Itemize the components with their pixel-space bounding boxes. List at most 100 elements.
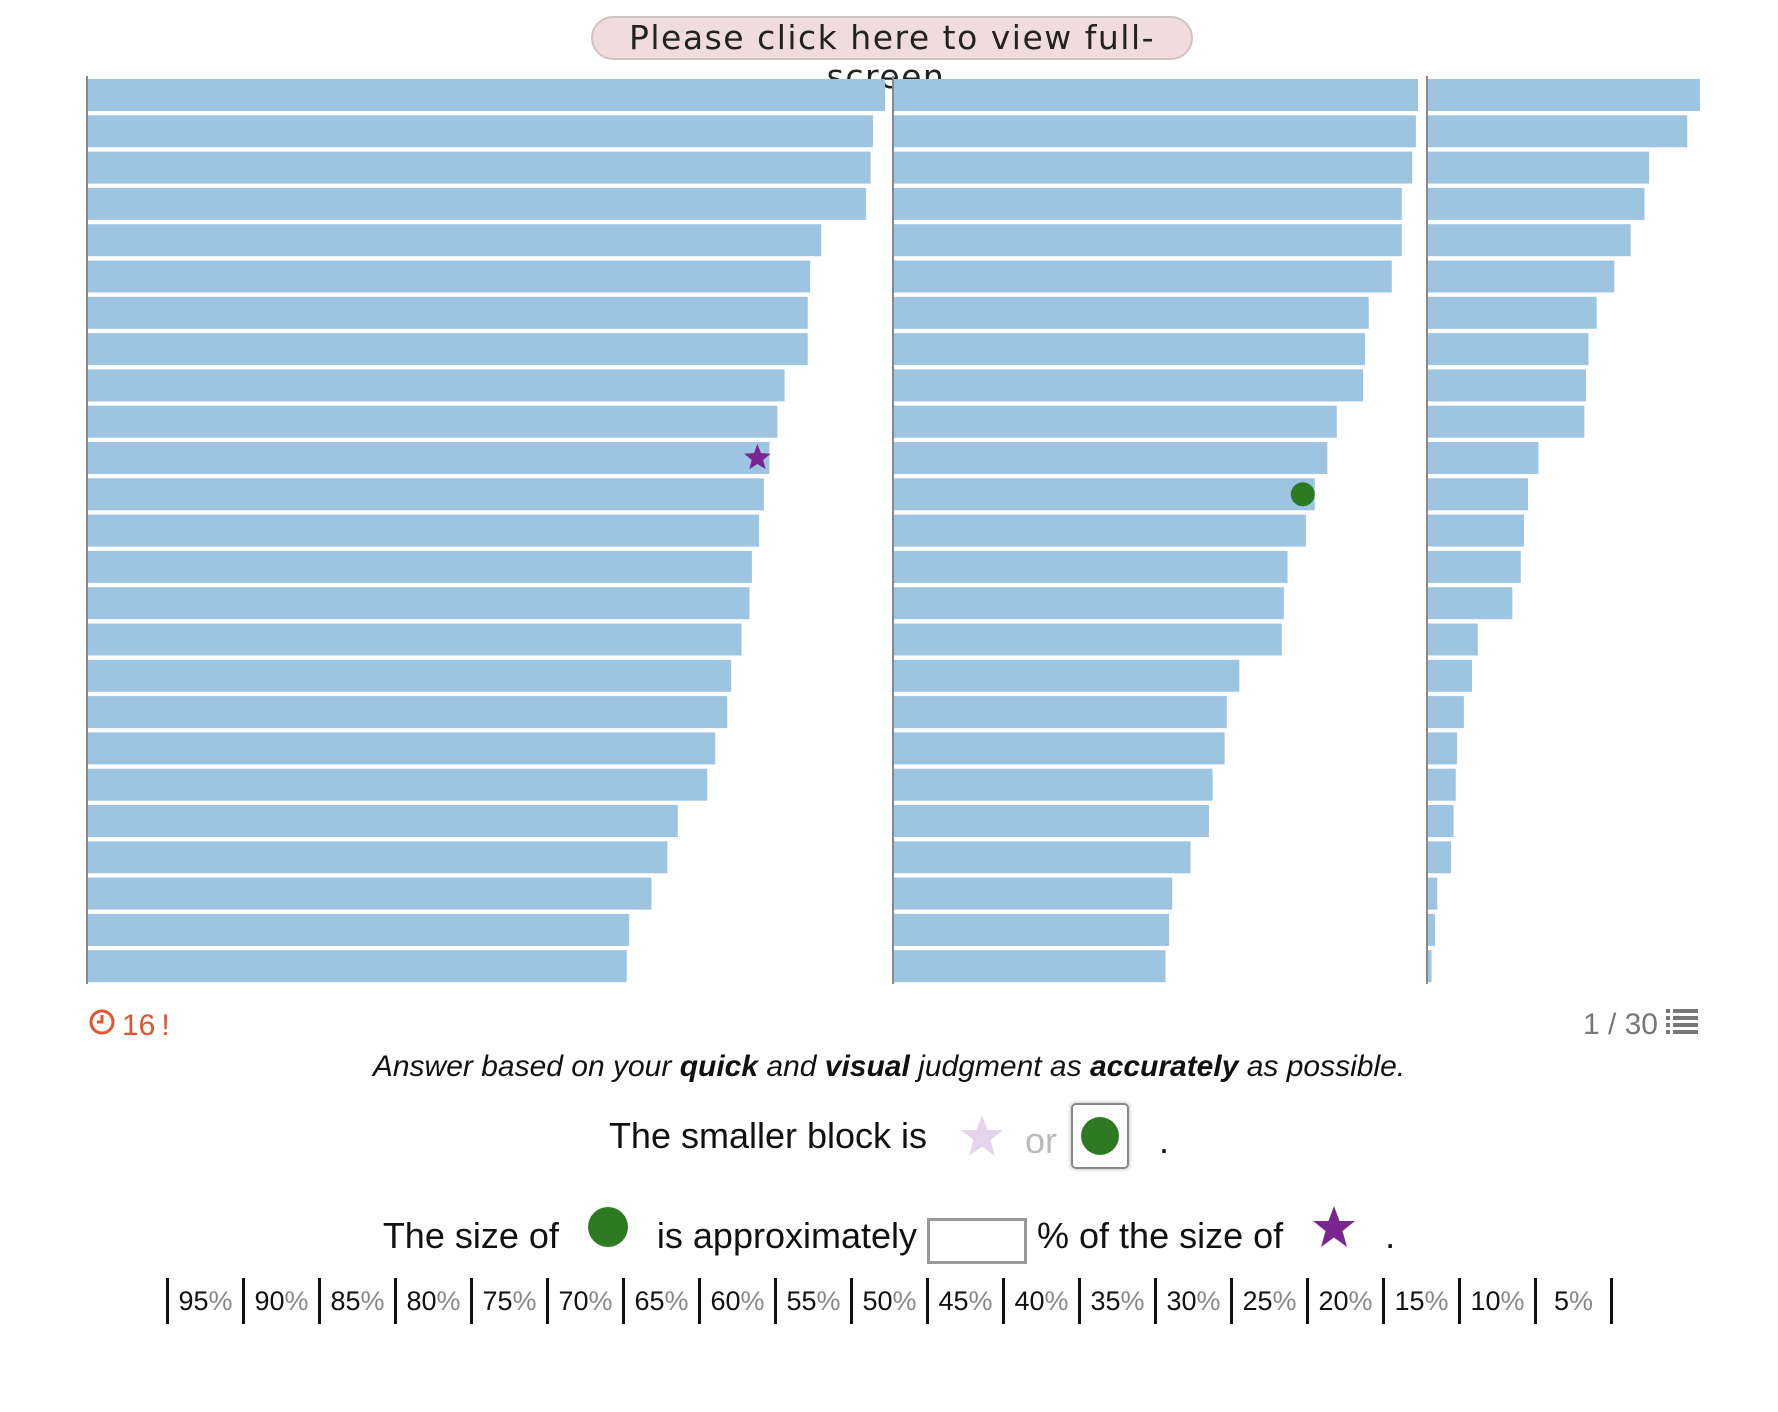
- scale-option[interactable]: 20%: [1306, 1278, 1382, 1324]
- bar: [88, 187, 866, 220]
- timer-value: 16: [122, 1009, 156, 1042]
- bar: [894, 913, 1170, 946]
- scale-option-number: 80: [406, 1285, 437, 1316]
- scale-option[interactable]: 85%: [318, 1278, 394, 1324]
- bar: [1428, 151, 1650, 184]
- scale-option[interactable]: 55%: [774, 1278, 850, 1324]
- scale-option-percent: %: [1044, 1285, 1069, 1316]
- scale-option-number: 20: [1318, 1285, 1349, 1316]
- circle-choice[interactable]: [1071, 1103, 1130, 1169]
- scale-option-percent: %: [816, 1285, 841, 1316]
- scale-option[interactable]: 40%: [1002, 1278, 1078, 1324]
- scale-option[interactable]: 90%: [242, 1278, 318, 1324]
- scale-option[interactable]: 95%: [166, 1278, 242, 1324]
- bar: [894, 550, 1288, 583]
- scale-option-percent: %: [1120, 1285, 1145, 1316]
- list-icon[interactable]: [1666, 1008, 1698, 1042]
- scale-option-percent: %: [588, 1285, 613, 1316]
- star-marker: [744, 444, 771, 470]
- scale-option[interactable]: 70%: [546, 1278, 622, 1324]
- scale-option-number: 75: [482, 1285, 513, 1316]
- scale-option-number: 60: [710, 1285, 741, 1316]
- bar: [88, 587, 750, 620]
- bar: [88, 260, 811, 293]
- bar: [1428, 768, 1456, 801]
- scale-option-number: 85: [330, 1285, 361, 1316]
- question1-prefix: The smaller block is: [608, 1115, 928, 1156]
- bar: [1428, 514, 1525, 547]
- scale-option-number: 25: [1242, 1285, 1273, 1316]
- bar: [894, 151, 1413, 184]
- bar: [1428, 732, 1458, 765]
- scale-option[interactable]: 50%: [850, 1278, 926, 1324]
- bar: [894, 587, 1284, 620]
- bar: [894, 260, 1392, 293]
- scale-option-percent: %: [360, 1285, 385, 1316]
- scale-option[interactable]: 35%: [1078, 1278, 1154, 1324]
- scale-option-number: 15: [1394, 1285, 1425, 1316]
- scale-option[interactable]: 10%: [1458, 1278, 1534, 1324]
- scale-option-number: 40: [1014, 1285, 1045, 1316]
- scale-option-percent: %: [968, 1285, 993, 1316]
- scale-option-percent: %: [1569, 1285, 1594, 1316]
- bar: [894, 296, 1369, 329]
- timer: 16 !: [88, 1008, 170, 1044]
- scale-option-percent: %: [208, 1285, 233, 1316]
- scale-option-number: 10: [1470, 1285, 1501, 1316]
- bar-chart: [86, 76, 1700, 984]
- scale-option-number: 55: [786, 1285, 817, 1316]
- scale-option-number: 90: [254, 1285, 285, 1316]
- question2-prefix: The size of: [382, 1215, 559, 1256]
- scale-option-number: 70: [558, 1285, 589, 1316]
- scale-option[interactable]: 60%: [698, 1278, 774, 1324]
- scale-option[interactable]: 45%: [926, 1278, 1002, 1324]
- bar: [1428, 550, 1521, 583]
- bar: [894, 514, 1306, 547]
- scale-option[interactable]: 80%: [394, 1278, 470, 1324]
- bar: [88, 623, 742, 656]
- bar: [894, 877, 1173, 910]
- bar: [1428, 405, 1585, 438]
- scale-option[interactable]: 15%: [1382, 1278, 1458, 1324]
- scale-option-number: 35: [1090, 1285, 1121, 1316]
- bar: [1428, 913, 1436, 946]
- bar: [88, 442, 770, 474]
- star-icon: [1313, 1206, 1356, 1247]
- scale-option-percent: %: [512, 1285, 537, 1316]
- progress-text: 1 / 30: [1582, 1008, 1658, 1041]
- circle-marker: [1290, 482, 1315, 507]
- bar: [1428, 369, 1587, 402]
- percentage-input[interactable]: [927, 1218, 1028, 1264]
- bar: [1428, 442, 1539, 474]
- bar: [1428, 841, 1452, 874]
- bar: [1428, 296, 1597, 329]
- star-icon: [961, 1115, 1004, 1156]
- scale-option-number: 95: [178, 1285, 209, 1316]
- bar: [88, 550, 752, 583]
- bar: [1428, 333, 1589, 366]
- scale-option-number: 30: [1166, 1285, 1197, 1316]
- scale-option[interactable]: 65%: [622, 1278, 698, 1324]
- star-choice[interactable]: [953, 1103, 1011, 1169]
- bar: [88, 950, 627, 983]
- bar: [88, 805, 678, 837]
- scale-option[interactable]: 30%: [1154, 1278, 1230, 1324]
- scale-option[interactable]: 25%: [1230, 1278, 1306, 1324]
- circle-icon: [1081, 1117, 1120, 1155]
- bar: [894, 333, 1366, 366]
- bar: [88, 841, 668, 874]
- instruction-text: Answer based on your quick and visual ju…: [372, 1050, 1406, 1083]
- scale-option-percent: %: [664, 1285, 689, 1316]
- bar: [1428, 187, 1645, 220]
- question2-suffix: .: [1385, 1215, 1396, 1256]
- bar: [88, 405, 778, 438]
- bar: [1428, 659, 1473, 692]
- bar: [894, 732, 1225, 765]
- clock-icon: [88, 1008, 116, 1044]
- progress-indicator: 1 / 30: [1583, 1008, 1698, 1042]
- scale-option[interactable]: 5%: [1534, 1278, 1610, 1324]
- bar: [88, 333, 808, 366]
- bar: [894, 696, 1227, 729]
- scale-option-percent: %: [1424, 1285, 1449, 1316]
- scale-option[interactable]: 75%: [470, 1278, 546, 1324]
